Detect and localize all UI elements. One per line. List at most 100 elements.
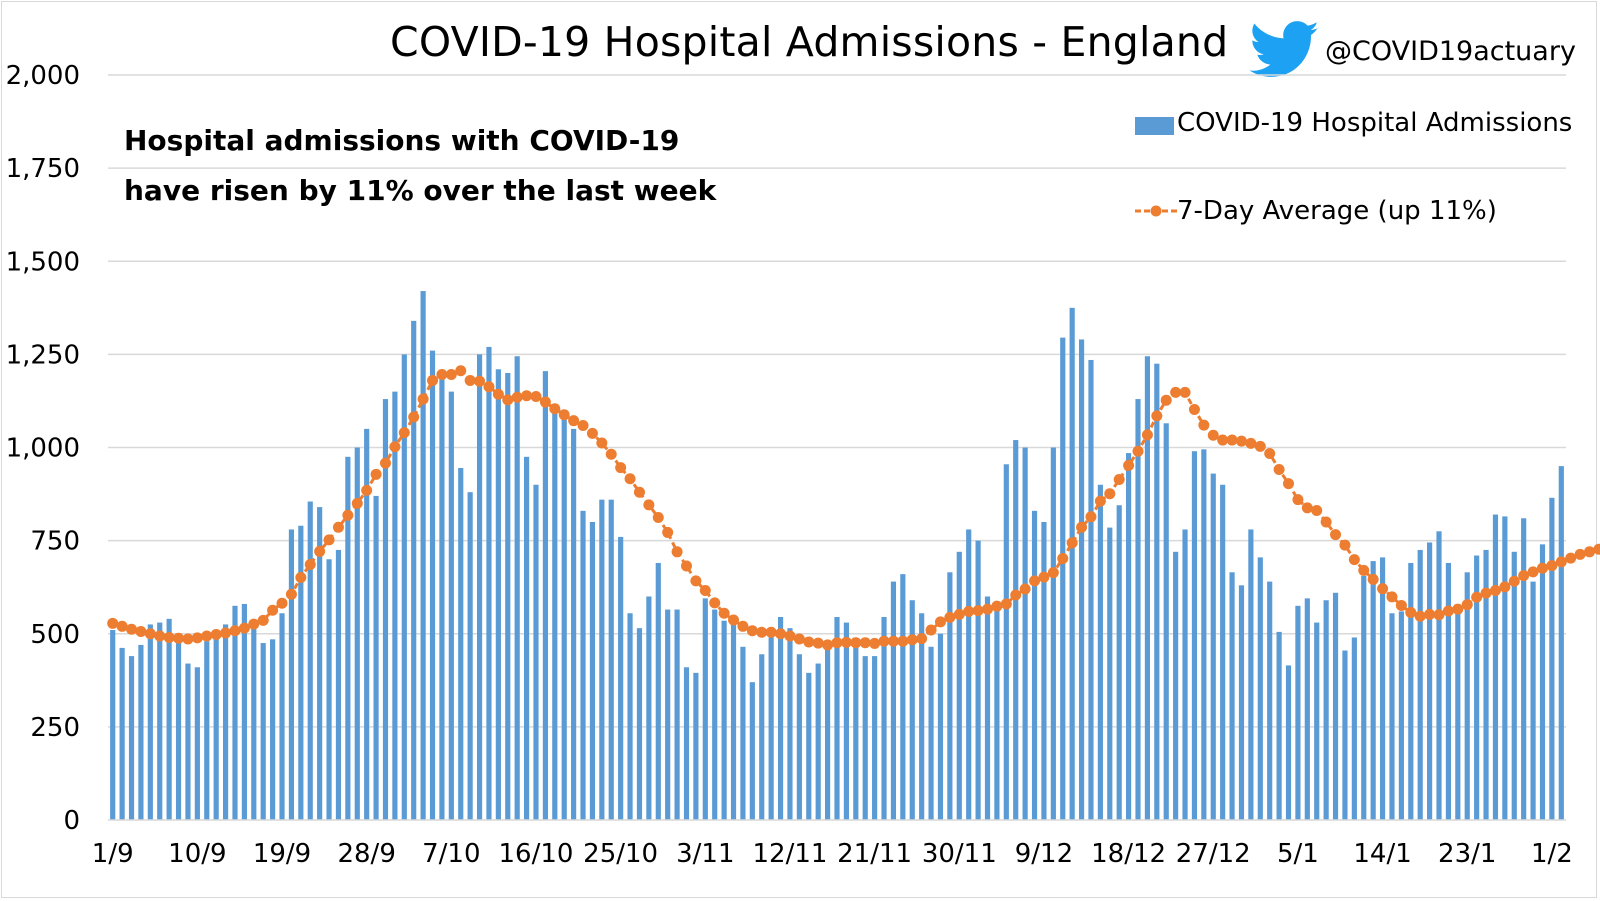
- bar: [1022, 447, 1028, 820]
- avg-point: [1094, 495, 1106, 507]
- avg-point: [1170, 386, 1182, 398]
- avg-point: [1226, 434, 1238, 446]
- bar: [439, 373, 445, 820]
- avg-point: [398, 427, 410, 439]
- avg-point: [1574, 548, 1586, 560]
- avg-point: [1264, 447, 1276, 459]
- avg-point: [1151, 410, 1163, 422]
- y-tick-label: 250: [30, 713, 80, 743]
- avg-point: [1320, 516, 1332, 528]
- avg-point: [530, 390, 542, 402]
- avg-point: [1311, 504, 1323, 516]
- bar: [298, 525, 304, 820]
- bar: [1031, 510, 1038, 820]
- bar: [909, 600, 915, 820]
- avg-point: [276, 597, 288, 609]
- avg-point: [1339, 539, 1351, 551]
- avg-point: [351, 497, 363, 509]
- avg-point: [718, 607, 730, 619]
- avg-point: [389, 441, 401, 453]
- bar: [1492, 514, 1499, 820]
- twitter-handle[interactable]: @COVID19actuary: [1325, 36, 1576, 67]
- bar: [1314, 622, 1320, 820]
- avg-point: [784, 630, 796, 642]
- x-tick-label: 18/12: [1091, 839, 1166, 869]
- avg-point: [1038, 571, 1050, 583]
- avg-point: [1480, 587, 1492, 599]
- avg-point: [1235, 435, 1247, 447]
- bar: [401, 354, 407, 820]
- legend-bars-swatch: [1135, 117, 1174, 135]
- bar: [862, 656, 868, 820]
- avg-point: [370, 468, 382, 480]
- bar: [1530, 581, 1536, 820]
- bar: [580, 510, 586, 820]
- bar: [1417, 549, 1423, 820]
- avg-point: [126, 623, 138, 635]
- avg-point: [1395, 599, 1407, 611]
- avg-point: [1047, 567, 1059, 579]
- x-tick-label: 30/11: [922, 839, 997, 869]
- bar: [1050, 447, 1056, 820]
- avg-point: [906, 634, 918, 646]
- avg-point: [671, 546, 683, 558]
- bar: [157, 622, 163, 820]
- bar: [674, 609, 680, 820]
- y-tick-label: 2,000: [6, 61, 80, 91]
- bar: [542, 371, 548, 820]
- avg-point: [624, 473, 636, 485]
- bar: [476, 354, 483, 820]
- avg-point: [1565, 552, 1577, 564]
- bar: [335, 549, 342, 820]
- x-tick-label: 9/12: [1015, 839, 1073, 869]
- avg-point: [869, 637, 881, 649]
- bar: [749, 682, 755, 820]
- x-tick-label: 7/10: [422, 839, 480, 869]
- y-tick-label: 1,000: [6, 434, 80, 464]
- bar: [1191, 451, 1198, 820]
- avg-point: [1198, 419, 1210, 431]
- avg-point: [652, 512, 664, 524]
- bar: [646, 596, 652, 820]
- bar: [1097, 484, 1103, 820]
- bar: [288, 529, 295, 820]
- avg-point: [1283, 478, 1295, 490]
- bar: [825, 644, 831, 820]
- avg-point: [1405, 607, 1417, 619]
- avg-point: [1546, 560, 1558, 572]
- avg-point: [1123, 459, 1135, 471]
- bar: [740, 646, 746, 820]
- avg-point: [1188, 404, 1200, 416]
- x-tick-label: 28/9: [337, 839, 395, 869]
- bar: [1220, 484, 1226, 820]
- avg-point: [1508, 575, 1520, 587]
- bar: [1370, 561, 1376, 820]
- twitter-bird-icon[interactable]: [1250, 20, 1320, 80]
- bar: [110, 630, 116, 820]
- bar: [1257, 557, 1263, 820]
- bar: [872, 656, 878, 820]
- bar: [1342, 650, 1348, 820]
- bar: [448, 391, 454, 820]
- bar: [1511, 551, 1517, 820]
- bar: [1276, 631, 1282, 820]
- avg-point: [925, 624, 937, 636]
- bar: [185, 663, 191, 820]
- avg-point: [502, 394, 514, 406]
- bar: [947, 572, 953, 820]
- bar: [495, 369, 501, 820]
- avg-point: [972, 605, 984, 617]
- avg-point: [850, 637, 862, 649]
- bar: [241, 603, 247, 820]
- bar: [1445, 562, 1452, 820]
- avg-point: [1113, 474, 1125, 486]
- avg-point: [285, 588, 297, 600]
- avg-point: [1000, 598, 1012, 610]
- bar: [1389, 613, 1395, 820]
- avg-point: [1104, 488, 1116, 500]
- avg-point: [840, 636, 852, 648]
- bar: [1455, 607, 1461, 820]
- avg-point: [1217, 434, 1229, 446]
- avg-point: [191, 632, 203, 644]
- bar: [307, 501, 313, 820]
